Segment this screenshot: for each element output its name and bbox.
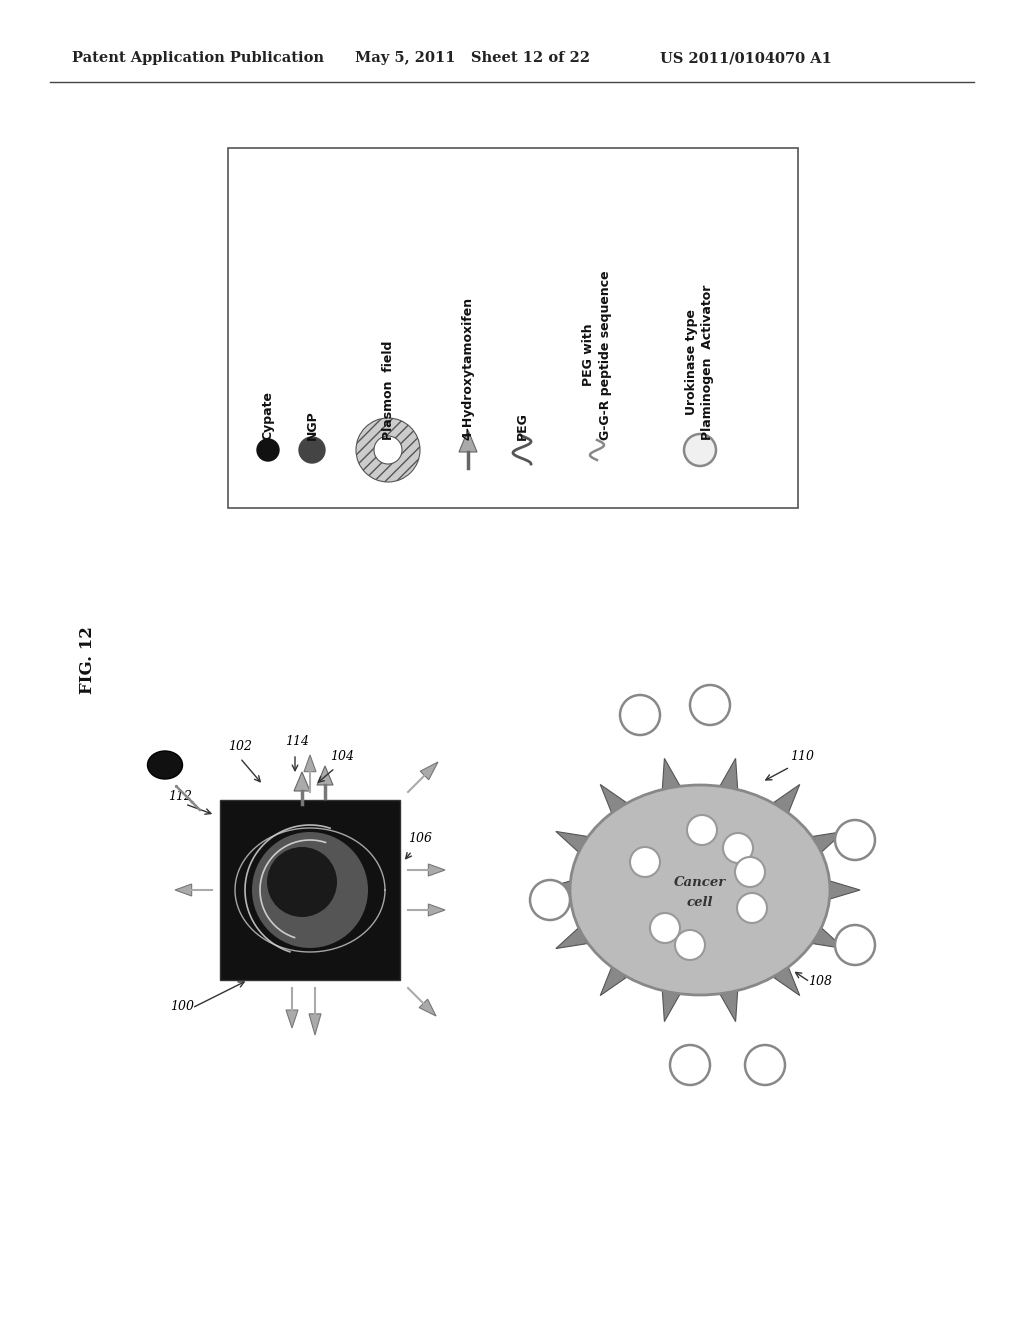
Text: Cypate: Cypate [261,391,274,440]
Polygon shape [813,832,844,853]
Text: 108: 108 [808,975,831,987]
Text: Plasmon  field: Plasmon field [382,341,394,440]
Circle shape [630,847,660,876]
Ellipse shape [147,751,182,779]
Polygon shape [556,928,587,949]
Polygon shape [304,755,316,772]
Polygon shape [175,884,191,896]
Polygon shape [663,990,680,1022]
Text: US 2011/0104070 A1: US 2011/0104070 A1 [660,51,831,65]
Text: PEG with
G-G-R peptide sequence: PEG with G-G-R peptide sequence [583,271,611,440]
Circle shape [670,1045,710,1085]
Polygon shape [317,766,333,785]
Text: Patent Application Publication: Patent Application Publication [72,51,324,65]
Circle shape [252,832,368,948]
Polygon shape [428,904,445,916]
Polygon shape [600,966,626,995]
Circle shape [620,696,660,735]
Polygon shape [600,784,626,813]
Text: FIG. 12: FIG. 12 [80,626,96,694]
Polygon shape [830,880,860,899]
Circle shape [835,925,874,965]
Circle shape [690,685,730,725]
Bar [228,148,798,508]
Text: 102: 102 [228,741,252,752]
Text: 112: 112 [168,789,193,803]
Circle shape [675,931,705,960]
Circle shape [267,847,337,917]
Polygon shape [720,990,737,1022]
Circle shape [530,880,570,920]
Polygon shape [294,772,310,791]
Circle shape [835,820,874,861]
Text: NGP: NGP [305,411,318,440]
Circle shape [684,434,716,466]
Circle shape [257,440,279,461]
Text: 100: 100 [170,1001,194,1012]
Text: May 5, 2011   Sheet 12 of 22: May 5, 2011 Sheet 12 of 22 [355,51,590,65]
Text: 104: 104 [330,750,354,763]
Text: 4-Hydroxytamoxifen: 4-Hydroxytamoxifen [462,297,474,440]
Polygon shape [419,999,436,1016]
Circle shape [723,833,753,863]
Polygon shape [420,762,438,780]
Polygon shape [309,1014,321,1035]
Polygon shape [459,430,477,451]
Polygon shape [813,928,844,949]
Circle shape [650,913,680,942]
Text: Urokinase type
Plaminogen  Activator: Urokinase type Plaminogen Activator [685,285,715,440]
Polygon shape [774,966,800,995]
Circle shape [299,437,325,463]
Text: 106: 106 [408,832,432,845]
Text: cell: cell [687,895,714,908]
Polygon shape [286,1010,298,1028]
Ellipse shape [570,785,830,995]
Polygon shape [556,832,587,853]
Circle shape [737,894,767,923]
Circle shape [745,1045,785,1085]
Text: PEG: PEG [515,412,528,440]
Circle shape [735,857,765,887]
Text: Cancer: Cancer [674,875,726,888]
Circle shape [687,814,717,845]
Polygon shape [540,880,570,899]
Polygon shape [663,759,680,789]
Text: 110: 110 [790,750,814,763]
Polygon shape [774,784,800,813]
Polygon shape [428,865,445,876]
Bar [220,800,400,979]
Text: 114: 114 [285,735,309,748]
Polygon shape [720,759,737,789]
